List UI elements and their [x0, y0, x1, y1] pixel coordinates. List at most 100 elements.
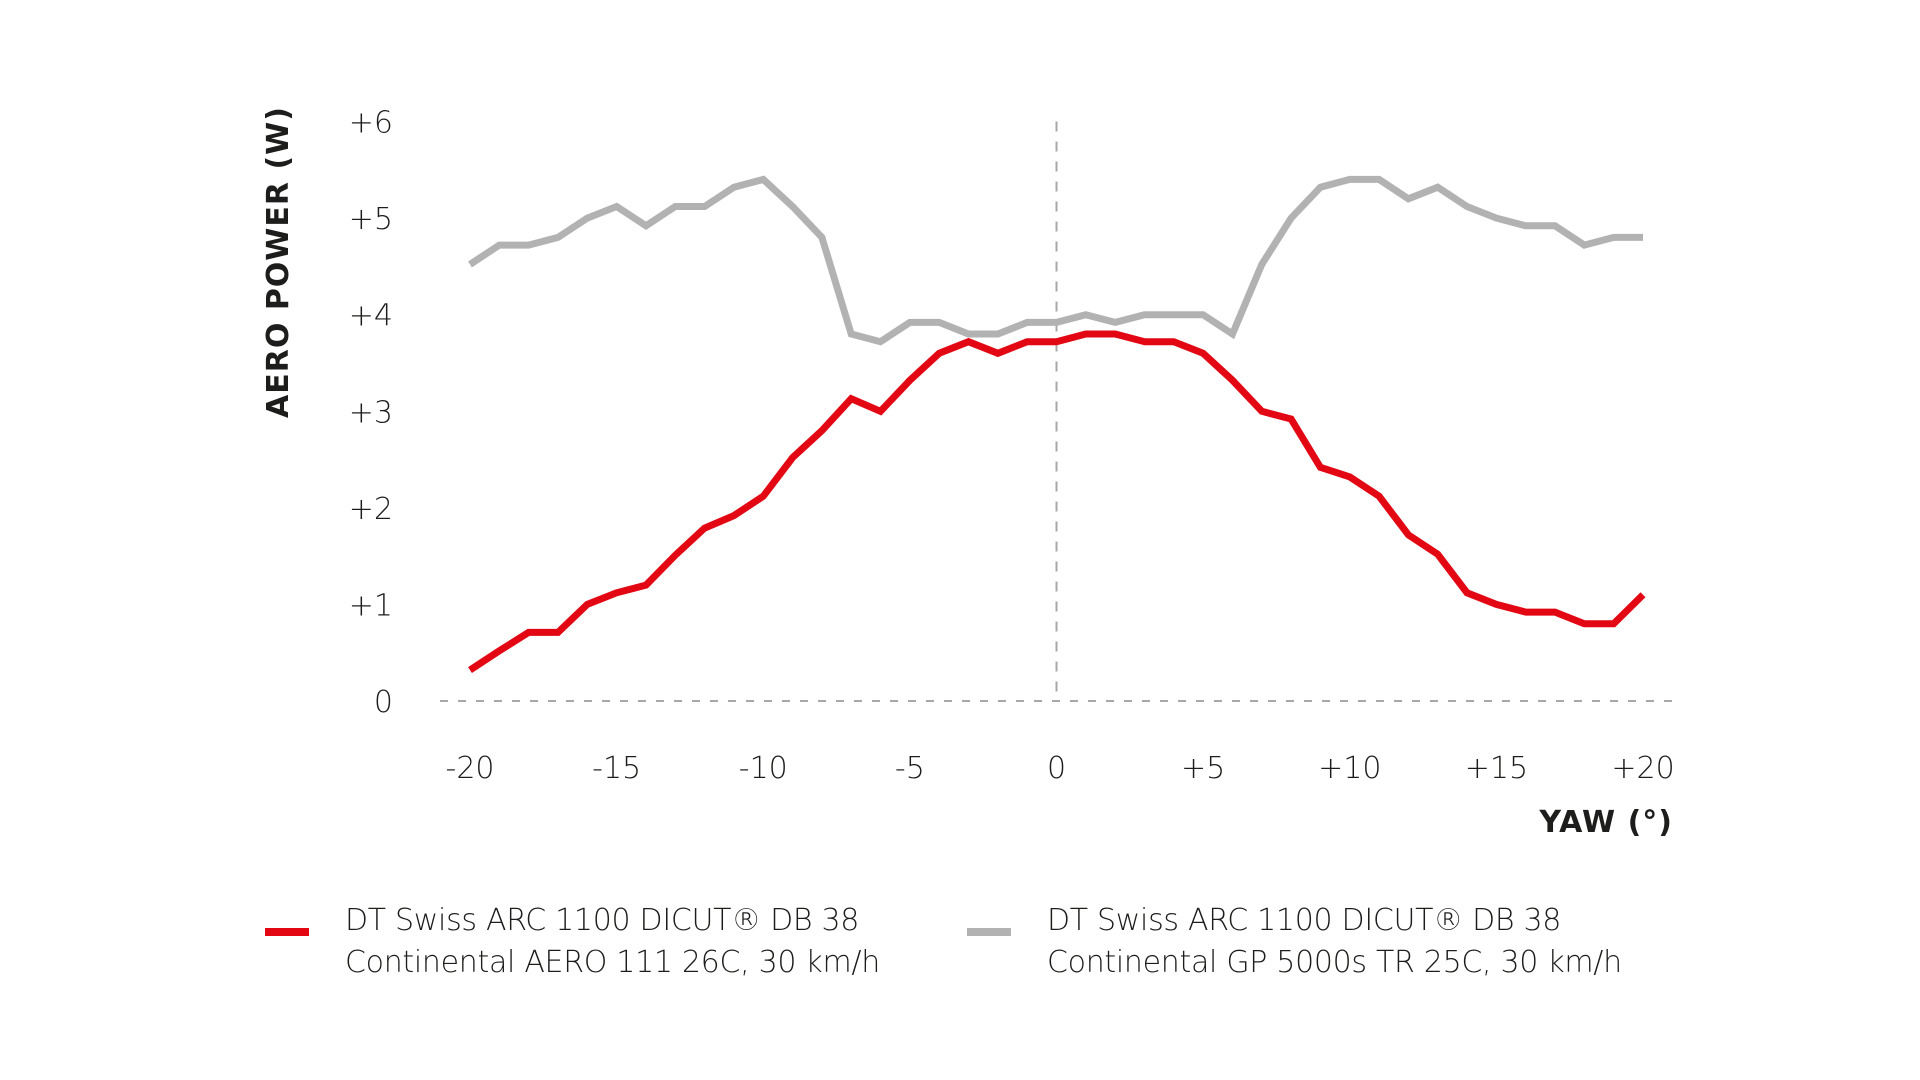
data-point	[1611, 621, 1617, 627]
y-tick-label: +6	[349, 106, 393, 141]
data-point	[1200, 350, 1206, 356]
data-point	[467, 261, 473, 267]
data-point	[1317, 184, 1323, 190]
x-axis-ticks: -20 -15 -10 -5 0 +5 +10 +15 +20	[446, 751, 1675, 786]
data-point	[1347, 474, 1353, 480]
data-point	[819, 234, 825, 240]
legend-swatch-gray	[967, 928, 1011, 936]
legend-item-gp-5000s: DT Swiss ARC 1100 DICUT® DB 38 Continent…	[967, 900, 1622, 984]
data-point	[790, 455, 796, 461]
legend-label-line2: Continental AERO 111 26C, 30 km/h	[345, 945, 880, 980]
data-point	[878, 339, 884, 345]
data-point	[907, 319, 913, 325]
reference-lines	[440, 121, 1672, 702]
data-point	[1523, 223, 1529, 229]
y-tick-label: +2	[349, 492, 393, 527]
data-point	[496, 648, 502, 654]
data-point	[1552, 223, 1558, 229]
data-point	[1493, 601, 1499, 607]
data-point	[936, 319, 942, 325]
data-point	[1581, 242, 1587, 248]
data-point	[1259, 261, 1265, 267]
data-point	[995, 331, 1001, 337]
data-point	[643, 223, 649, 229]
data-point	[1640, 592, 1646, 598]
data-point	[907, 377, 913, 383]
data-point	[1200, 312, 1206, 318]
data-point	[878, 408, 884, 414]
data-point	[614, 590, 620, 596]
data-point	[1141, 312, 1147, 318]
data-point	[1171, 312, 1177, 318]
x-tick-label: -15	[592, 751, 641, 786]
data-point	[1464, 203, 1470, 209]
data-point	[643, 582, 649, 588]
data-point	[555, 234, 561, 240]
data-point	[1464, 590, 1470, 596]
data-point	[790, 203, 796, 209]
data-point	[1405, 196, 1411, 202]
data-point	[1347, 176, 1353, 182]
data-point	[1054, 319, 1060, 325]
data-point	[1288, 215, 1294, 221]
x-tick-label: +15	[1465, 751, 1528, 786]
data-point	[672, 203, 678, 209]
legend-label-line1: DT Swiss ARC 1100 DICUT® DB 38	[345, 903, 860, 938]
data-point	[1112, 319, 1118, 325]
data-point	[1141, 339, 1147, 345]
data-point	[1640, 234, 1646, 240]
series-layer	[467, 175, 1646, 674]
legend-label-line2: Continental GP 5000s TR 25C, 30 km/h	[1047, 945, 1622, 980]
data-point	[1024, 319, 1030, 325]
data-point	[1229, 331, 1235, 337]
legend-label-line1: DT Swiss ARC 1100 DICUT® DB 38	[1047, 903, 1562, 938]
x-axis-title: YAW (°)	[1538, 805, 1673, 840]
x-tick-label: -20	[446, 751, 495, 786]
x-tick-label: +5	[1181, 751, 1225, 786]
data-point	[936, 350, 942, 356]
x-tick-label: 0	[1047, 751, 1066, 786]
data-point	[1083, 312, 1089, 318]
data-point	[584, 215, 590, 221]
data-point	[760, 493, 766, 499]
data-point	[614, 203, 620, 209]
x-tick-label: -10	[739, 751, 788, 786]
data-point	[731, 513, 737, 519]
data-point	[702, 525, 708, 531]
y-tick-label: +4	[349, 299, 393, 334]
data-point	[496, 242, 502, 248]
data-point	[1376, 493, 1382, 499]
data-point	[467, 667, 473, 673]
data-point	[1229, 377, 1235, 383]
data-point	[1112, 331, 1118, 337]
series-line-gp-5000s	[468, 175, 1643, 346]
data-point	[1405, 532, 1411, 538]
data-point	[526, 242, 532, 248]
y-axis-title: AERO POWER (W)	[261, 106, 296, 418]
data-point	[848, 331, 854, 337]
data-point	[1259, 408, 1265, 414]
x-tick-label: +10	[1318, 751, 1381, 786]
x-tick-label: +20	[1611, 751, 1674, 786]
data-point	[555, 629, 561, 635]
data-point	[819, 428, 825, 434]
data-point	[1552, 609, 1558, 615]
data-point	[1493, 215, 1499, 221]
y-tick-label: +3	[349, 395, 393, 430]
data-point	[760, 176, 766, 182]
data-point	[966, 339, 972, 345]
data-point	[1435, 184, 1441, 190]
y-axis-ticks: 0 +1 +2 +3 +4 +5 +6	[349, 106, 393, 721]
data-point	[995, 350, 1001, 356]
y-tick-label: +1	[349, 588, 393, 623]
legend-item-aero-111: DT Swiss ARC 1100 DICUT® DB 38 Continent…	[265, 900, 880, 984]
data-point	[584, 601, 590, 607]
data-point	[1581, 621, 1587, 627]
data-point	[672, 552, 678, 558]
data-point	[526, 629, 532, 635]
data-point	[1054, 339, 1060, 345]
x-tick-label: -5	[895, 751, 925, 786]
legend-swatch-red	[265, 928, 309, 936]
data-point	[1523, 609, 1529, 615]
data-point	[1376, 176, 1382, 182]
